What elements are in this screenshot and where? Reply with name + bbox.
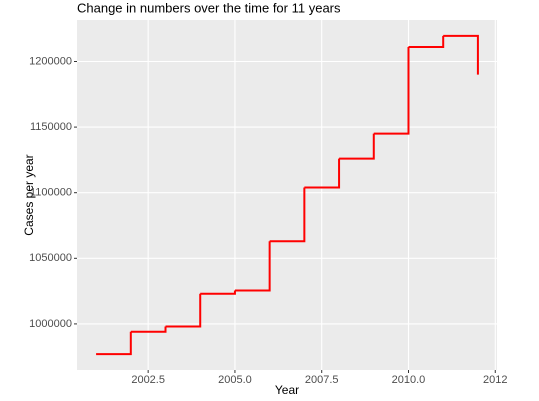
x-tick-label: 2002.5: [131, 374, 165, 386]
x-tick-label: 2005.0: [218, 374, 252, 386]
step-segment: [373, 47, 410, 135]
step-segment: [304, 158, 341, 189]
y-tick-label: 1150000: [30, 121, 72, 133]
step-segment: [165, 293, 202, 328]
step-segment: [200, 290, 236, 295]
y-tick-label: 1000000: [29, 318, 72, 330]
plot-panel: [77, 20, 497, 370]
y-tick-label: 1100000: [30, 187, 72, 199]
x-tick-label: 2010.0: [392, 374, 426, 386]
y-axis-title: Cases per year: [22, 154, 36, 235]
step-segment: [443, 34, 479, 75]
y-tick-label: 1050000: [29, 252, 72, 264]
x-tick-label: 2012: [483, 374, 507, 386]
step-segment: [339, 133, 375, 160]
y-tick-label: 1200000: [29, 55, 72, 67]
step-segment: [269, 187, 306, 243]
step-segment: [96, 331, 132, 356]
x-axis-title: Year: [275, 383, 299, 397]
step-segment: [408, 35, 445, 49]
chart-title: Change in numbers over the time for 11 y…: [77, 0, 341, 15]
step-segment: [234, 241, 271, 292]
step-segment: [130, 326, 167, 333]
x-tick-label: 2007.5: [305, 374, 339, 386]
